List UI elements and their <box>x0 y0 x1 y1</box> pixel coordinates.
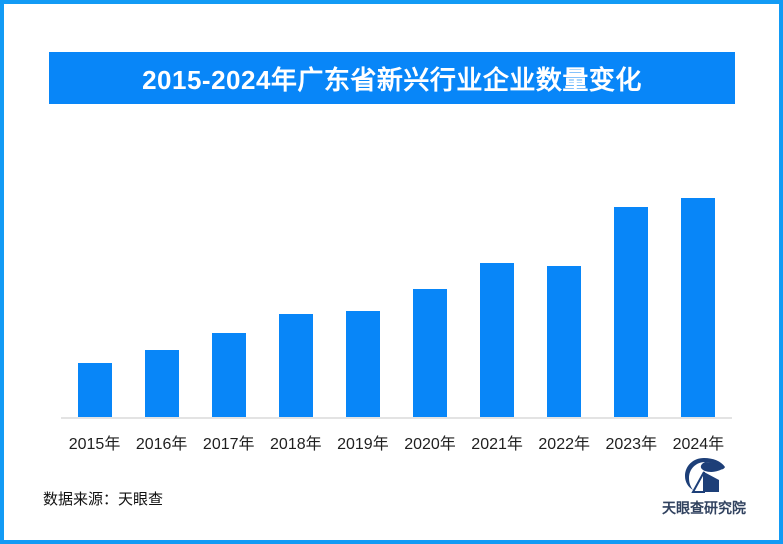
tianyancha-logo-text: 天眼查研究院 <box>662 500 746 516</box>
x-axis-label: 2024年 <box>672 436 725 453</box>
bar-2015年 <box>77 363 112 417</box>
bar-2023年 <box>614 207 649 417</box>
bar-column <box>262 177 329 417</box>
chart-title: 2015-2024年广东省新兴行业企业数量变化 <box>142 64 642 95</box>
bar-2017年 <box>211 333 246 417</box>
x-axis-label: 2017年 <box>202 436 255 453</box>
data-source-label: 数据来源：天眼查 <box>43 491 164 508</box>
tianyancha-logo: 天眼查研究院 <box>650 456 758 518</box>
bar-column <box>665 177 732 417</box>
title-banner: 2015-2024年广东省新兴行业企业数量变化 <box>49 52 735 104</box>
x-axis-label: 2020年 <box>404 436 456 453</box>
bar-column <box>531 177 598 417</box>
bar-2020年 <box>413 289 448 417</box>
x-axis-label: 2018年 <box>270 436 322 453</box>
bars <box>61 177 732 417</box>
bar-2019年 <box>345 311 380 417</box>
x-axis-line <box>61 417 732 419</box>
x-axis-label: 2016年 <box>135 436 188 453</box>
bar-column <box>598 177 665 417</box>
x-axis-label: 2023年 <box>605 436 658 453</box>
bar-column <box>61 177 128 417</box>
bar-2018年 <box>278 314 313 417</box>
bar-2022年 <box>547 266 582 417</box>
bar-column <box>128 177 195 417</box>
x-axis-label: 2015年 <box>68 436 121 453</box>
x-axis-label: 2021年 <box>471 436 523 453</box>
bar-chart: 2015年 2016年 2017年 2018年 2019年 2020年 2021年 2022年… <box>4 4 779 540</box>
x-axis-label: 2022年 <box>538 436 590 453</box>
bar-column <box>329 177 396 417</box>
tianyancha-logo-icon <box>685 458 725 493</box>
bar-2024年 <box>681 198 716 417</box>
bar-column <box>195 177 262 417</box>
bar-2021年 <box>480 263 515 417</box>
x-axis-label: 2019年 <box>337 436 389 453</box>
bar-column <box>396 177 463 417</box>
x-axis-labels: 2015年 2016年 2017年 2018年 2019年 2020年 2021年 2022年… <box>61 430 732 454</box>
bar-column <box>464 177 531 417</box>
bar-2016年 <box>144 350 179 417</box>
